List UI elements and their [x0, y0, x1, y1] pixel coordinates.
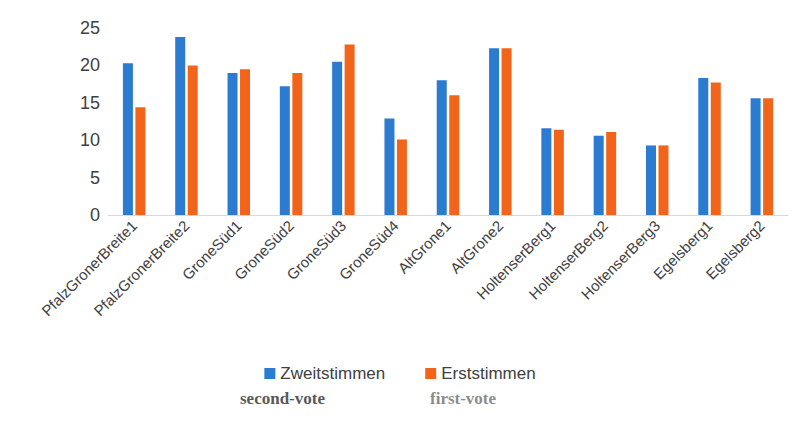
svg-text:GroneSüd1: GroneSüd1	[178, 217, 245, 284]
svg-text:5: 5	[90, 168, 100, 188]
svg-text:Egelsberg1: Egelsberg1	[649, 217, 716, 283]
svg-text:Zweitstimmen: Zweitstimmen	[280, 364, 385, 383]
svg-text:PfalzGronerBreite1: PfalzGronerBreite1	[38, 217, 140, 319]
svg-text:HoltenserBerg1: HoltenserBerg1	[473, 217, 559, 303]
svg-text:0: 0	[90, 205, 100, 225]
svg-text:PfalzGronerBreite2: PfalzGronerBreite2	[90, 217, 192, 319]
svg-text:HoltenserBerg2: HoltenserBerg2	[525, 217, 611, 303]
svg-text:HoltenserBerg3: HoltenserBerg3	[578, 217, 664, 303]
svg-text:first-vote: first-vote	[430, 389, 497, 408]
svg-text:10: 10	[80, 130, 100, 150]
svg-text:GroneSüd4: GroneSüd4	[335, 217, 401, 283]
svg-text:AltGrone1: AltGrone1	[394, 217, 454, 277]
svg-text:AltGrone2: AltGrone2	[446, 217, 507, 277]
svg-text:second-vote: second-vote	[240, 389, 325, 408]
svg-text:GroneSüd2: GroneSüd2	[230, 217, 298, 284]
svg-text:GroneSüd3: GroneSüd3	[283, 217, 350, 284]
svg-text:15: 15	[80, 93, 100, 113]
svg-text:Egelsberg2: Egelsberg2	[702, 217, 768, 283]
svg-text:Erststimmen: Erststimmen	[441, 364, 535, 383]
svg-text:20: 20	[80, 55, 100, 75]
svg-text:25: 25	[80, 18, 100, 38]
